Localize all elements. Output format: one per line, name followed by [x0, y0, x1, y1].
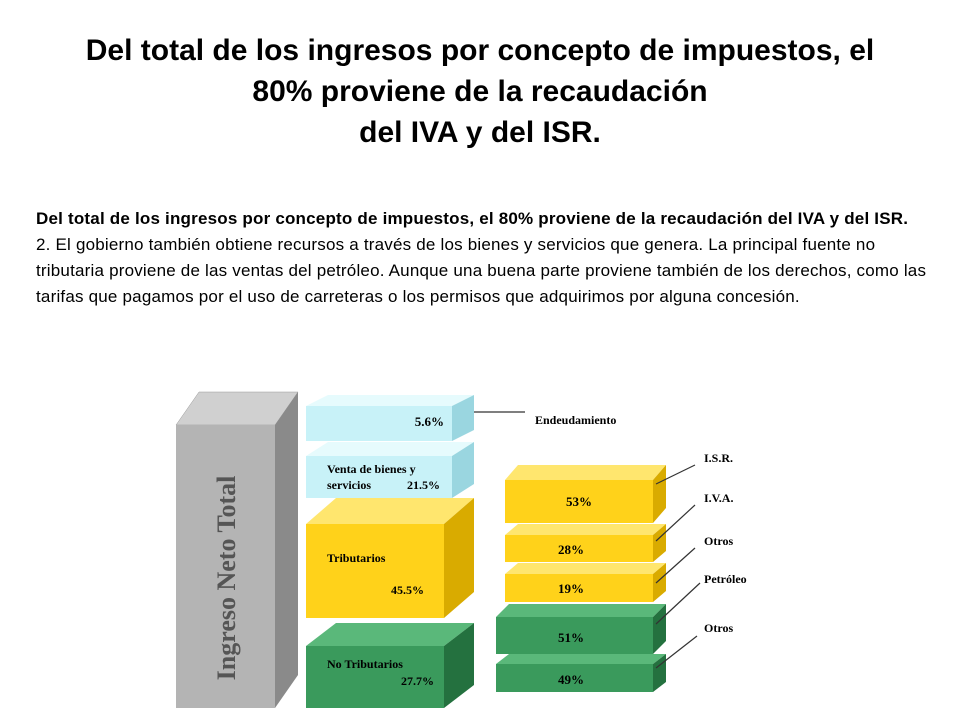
block-front — [306, 456, 452, 498]
iva-value: 28% — [558, 542, 584, 557]
venta-label-line2: servicios — [327, 478, 371, 492]
no-tributarios-value: 27.7% — [401, 674, 434, 688]
block-top — [306, 442, 474, 456]
block-no-tributarios: No Tributarios 27.7% — [306, 623, 474, 708]
block-otros-tributarios: 19% — [505, 563, 666, 602]
endeudamiento-value: 5.6% — [415, 414, 444, 429]
block-front — [306, 524, 444, 618]
leader-isr — [655, 464, 696, 485]
block-top — [505, 524, 666, 535]
total-income-label: Ingreso Neto Total — [212, 476, 241, 681]
callout-otros-1: Otros — [704, 534, 733, 548]
tributarios-value: 45.5% — [391, 583, 424, 597]
block-top — [496, 604, 666, 617]
body-text: Del total de los ingresos por concepto d… — [36, 206, 936, 310]
title-line-2: 80% proviene de la recaudación — [252, 75, 708, 108]
body-paragraph: 2. El gobierno también obtiene recursos … — [36, 235, 927, 306]
leader-otros1 — [655, 547, 696, 584]
callout-lines — [474, 411, 701, 669]
leader-iva — [655, 504, 696, 542]
isr-value: 53% — [566, 494, 592, 509]
block-side — [653, 465, 666, 523]
block-side — [653, 524, 666, 562]
block-petroleo: 51% — [496, 604, 666, 654]
block-side — [653, 654, 666, 692]
block-side — [452, 395, 474, 441]
callout-petroleo: Petróleo — [704, 572, 747, 586]
block-top — [306, 395, 474, 406]
otros-no-tributarios-value: 49% — [558, 672, 584, 687]
block-top — [505, 563, 666, 574]
total-income-column: Ingreso Neto Total — [175, 391, 299, 708]
block-front — [505, 535, 653, 562]
venta-label-line1: Venta de bienes y — [327, 462, 416, 476]
leader-otros2 — [655, 635, 698, 669]
block-side — [444, 623, 474, 708]
no-tributarios-label: No Tributarios — [327, 657, 403, 671]
leader-petroleo — [655, 582, 701, 625]
block-side — [444, 498, 474, 618]
petroleo-value: 51% — [558, 630, 584, 645]
lead-paragraph: Del total de los ingresos por concepto d… — [36, 209, 909, 228]
block-tributarios: Tributarios 45.5% — [306, 498, 474, 618]
title-line-1: Del total de los ingresos por concepto d… — [85, 34, 875, 67]
block-isr: 53% — [505, 465, 666, 523]
block-top — [306, 623, 474, 646]
block-side — [653, 563, 666, 602]
callout-otros-2: Otros — [704, 621, 733, 635]
title-line-3: del IVA y del ISR. — [359, 116, 601, 149]
total-column-front — [176, 425, 275, 708]
block-venta-bienes: Venta de bienes y servicios 21.5% — [306, 442, 474, 498]
block-iva: 28% — [505, 524, 666, 562]
block-side — [653, 604, 666, 654]
block-side — [452, 442, 474, 498]
total-column-side — [275, 392, 298, 708]
otros-tributarios-value: 19% — [558, 581, 584, 596]
tributarios-label: Tributarios — [327, 551, 386, 565]
block-front — [505, 574, 653, 602]
block-top — [505, 465, 666, 480]
block-front — [496, 617, 653, 654]
callout-endeudamiento: Endeudamiento — [535, 413, 616, 427]
block-top — [306, 498, 474, 524]
block-endeudamiento: 5.6% — [306, 395, 474, 441]
slide-title: Del total de los ingresos por concepto d… — [40, 30, 920, 153]
block-otros-no-tributarios: 49% — [496, 654, 666, 692]
callout-iva: I.V.A. — [704, 491, 733, 505]
block-front — [505, 480, 653, 523]
callout-isr: I.S.R. — [704, 451, 733, 465]
block-front — [496, 664, 653, 692]
venta-value: 21.5% — [407, 478, 440, 492]
block-front — [306, 646, 444, 708]
block-top — [496, 654, 666, 664]
block-front — [306, 406, 452, 441]
